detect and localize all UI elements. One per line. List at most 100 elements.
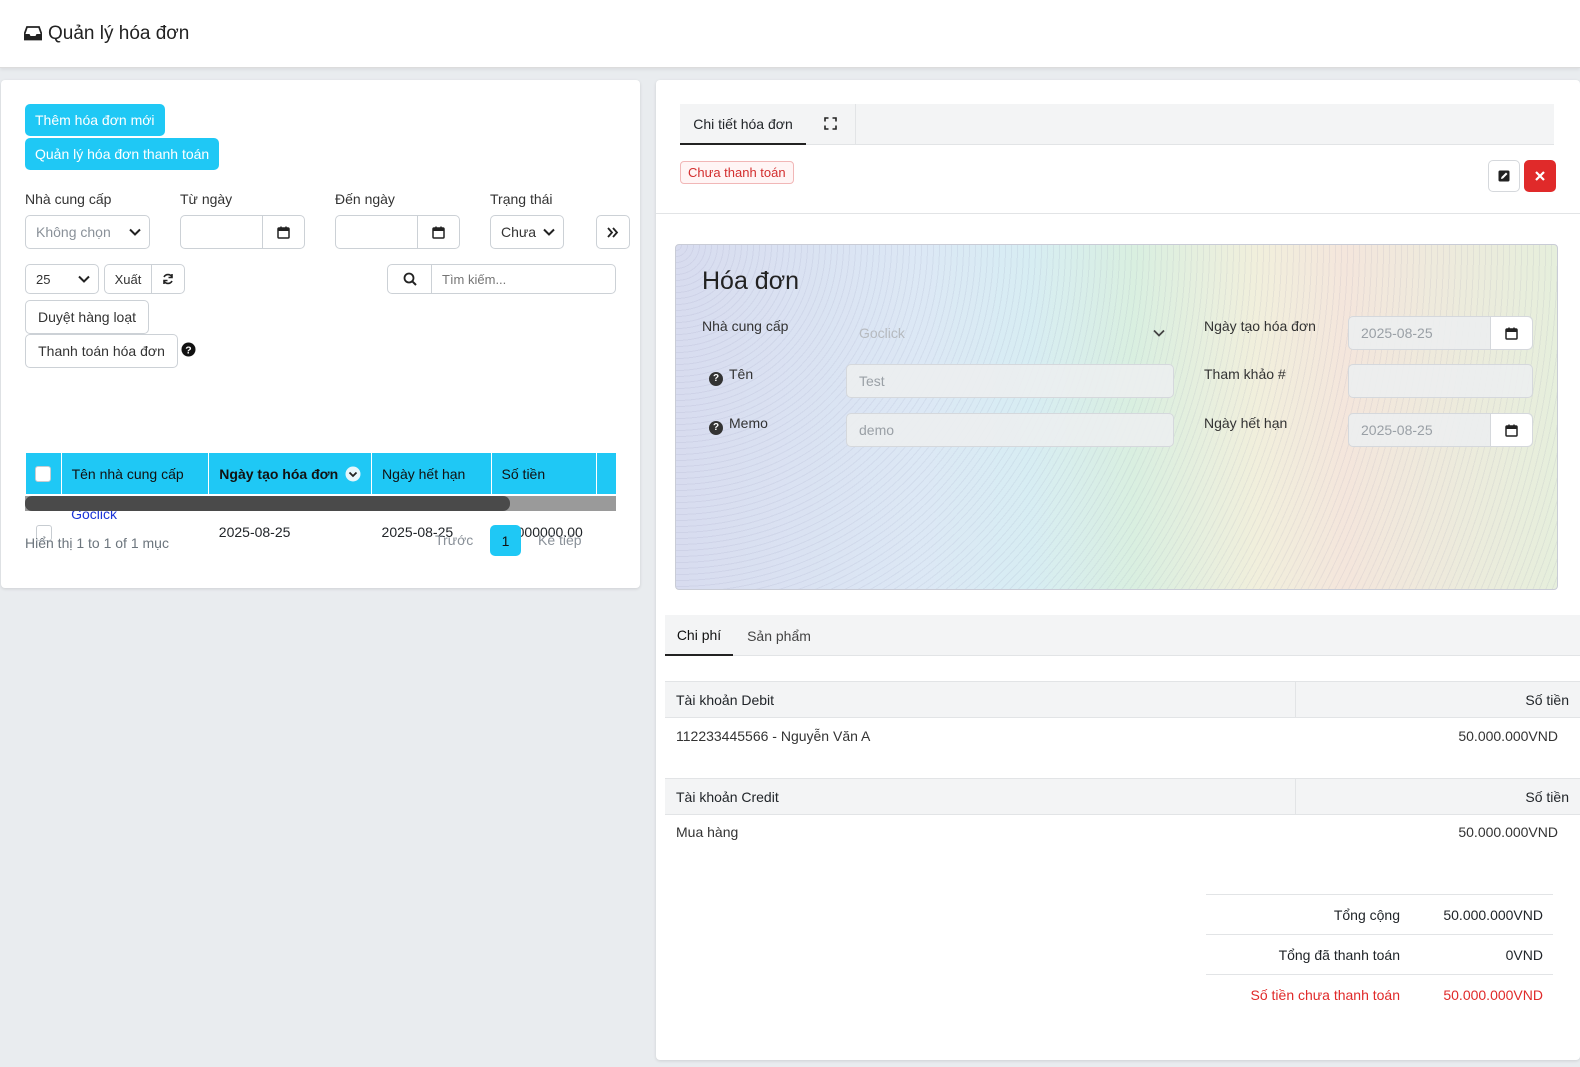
fullscreen-icon[interactable] xyxy=(824,117,837,130)
total-label: Tổng cộng xyxy=(1333,907,1400,923)
name-label-text: Tên xyxy=(729,366,754,382)
debit-account-header: Tài khoản Debit xyxy=(665,682,1296,717)
credit-amount: 50.000.000VND xyxy=(1458,824,1558,840)
name-field[interactable]: Test xyxy=(846,364,1174,398)
column-header-amount[interactable]: Số tiền xyxy=(491,453,597,494)
select-all-checkbox[interactable] xyxy=(35,466,52,483)
column-header-supplier[interactable]: Tên nhà cung cấp xyxy=(61,453,210,494)
debit-amount-header: Số tiền xyxy=(1525,691,1569,708)
to-date-input[interactable] xyxy=(335,215,460,249)
credit-account-header: Tài khoản Credit xyxy=(665,779,1296,814)
table-row[interactable]: Goclick 2025-08-25 2025-08-25 50000000.0… xyxy=(26,494,617,570)
page-title: Quản lý hóa đơn xyxy=(48,22,190,44)
tab-invoice-detail[interactable]: Chi tiết hóa đơn xyxy=(680,104,806,145)
total-value: 50.000.000VND xyxy=(1443,907,1543,923)
pagination-page-1[interactable]: 1 xyxy=(490,525,521,556)
help-icon[interactable]: ? xyxy=(181,342,196,357)
calendar-icon[interactable] xyxy=(1490,317,1532,349)
column-header-created-label: Ngày tạo hóa đơn xyxy=(219,465,339,482)
supplier-select[interactable]: Goclick xyxy=(846,316,1174,350)
sort-desc-icon xyxy=(345,466,361,481)
calendar-icon[interactable] xyxy=(1490,414,1532,446)
status-filter-select[interactable]: Chưa xyxy=(490,215,564,249)
refresh-button[interactable] xyxy=(151,264,185,294)
manage-payments-button[interactable]: Quản lý hóa đơn thanh toán xyxy=(25,138,220,170)
delete-button[interactable] xyxy=(1524,160,1556,192)
select-all-cell xyxy=(26,453,62,494)
memo-label: ? Memo xyxy=(709,415,768,435)
created-date-field[interactable]: 2025-08-25 xyxy=(1348,316,1533,350)
invoice-title: Hóa đơn xyxy=(702,267,800,295)
scrollbar-thumb[interactable] xyxy=(25,496,510,511)
reference-field[interactable] xyxy=(1348,364,1533,398)
inbox-icon xyxy=(24,26,42,41)
search-input[interactable] xyxy=(431,264,616,294)
unpaid-value: 50.000.000VND xyxy=(1443,987,1543,1003)
refresh-icon xyxy=(163,273,173,285)
search-button[interactable] xyxy=(387,264,432,294)
pagination-next[interactable]: Kế tiếp xyxy=(538,532,582,548)
row-amount-cell: 50000000.00 xyxy=(501,524,583,540)
due-date-field[interactable]: 2025-08-25 xyxy=(1348,413,1533,447)
supplier-filter-value: Không chọn xyxy=(36,224,111,240)
supplier-select-value: Goclick xyxy=(859,325,905,341)
memo-label-text: Memo xyxy=(729,415,768,431)
credit-header: Tài khoản Credit Số tiền xyxy=(665,778,1580,815)
supplier-filter-label: Nhà cung cấp xyxy=(25,191,112,207)
column-header-due[interactable]: Ngày hết hạn xyxy=(371,453,492,494)
from-date-label: Từ ngày xyxy=(180,191,233,207)
detail-tab-bar: Chi tiết hóa đơn xyxy=(680,104,1554,145)
help-icon: ? xyxy=(709,421,723,435)
credit-account: Mua hàng xyxy=(676,824,739,840)
add-invoice-button[interactable]: Thêm hóa đơn mới xyxy=(25,104,165,136)
pay-invoices-button[interactable]: Thanh toán hóa đơn xyxy=(25,334,178,368)
unpaid-row: Số tiền chưa thanh toán 50.000.000VND xyxy=(1206,974,1553,1014)
pagination-prev[interactable]: Trước xyxy=(435,532,474,548)
section-divider xyxy=(656,213,1580,214)
status-filter-label: Trạng thái xyxy=(490,191,553,207)
edit-icon xyxy=(1498,170,1510,182)
line-items-tab-bar: Chi phí Sản phẩm xyxy=(665,615,1580,656)
calendar-icon[interactable] xyxy=(262,216,304,248)
page-size-select[interactable]: 25 xyxy=(25,264,99,294)
table-header-row: Tên nhà cung cấp Ngày tạo hóa đơn Ngày h… xyxy=(26,453,618,494)
due-date-label: Ngày hết hạn xyxy=(1204,415,1288,431)
tab-divider xyxy=(855,104,856,145)
created-date-value: 2025-08-25 xyxy=(1361,325,1433,341)
page-size-value: 25 xyxy=(36,271,51,287)
memo-textarea[interactable]: demo xyxy=(846,413,1174,447)
supplier-label: Nhà cung cấp xyxy=(702,318,789,334)
double-chevron-right-icon xyxy=(607,226,619,238)
bulk-approve-button[interactable]: Duyệt hàng loạt xyxy=(25,300,149,334)
edit-button[interactable] xyxy=(1488,160,1520,192)
debit-header: Tài khoản Debit Số tiền xyxy=(665,681,1580,718)
chevron-down-icon xyxy=(543,228,555,236)
chevron-down-icon xyxy=(129,228,141,236)
paid-value: 0VND xyxy=(1505,947,1543,963)
export-button[interactable]: Xuất xyxy=(104,264,152,294)
horizontal-scrollbar[interactable] xyxy=(25,496,616,511)
close-icon xyxy=(1535,171,1545,181)
more-filters-button[interactable] xyxy=(596,215,630,249)
to-date-field[interactable] xyxy=(336,216,417,248)
from-date-input[interactable] xyxy=(180,215,305,249)
invoice-list-panel: Thêm hóa đơn mới Quản lý hóa đơn thanh t… xyxy=(1,80,640,588)
row-select-cell xyxy=(26,494,61,570)
tab-product[interactable]: Sản phẩm xyxy=(747,627,811,644)
invoice-table: Tên nhà cung cấp Ngày tạo hóa đơn Ngày h… xyxy=(26,453,618,570)
debit-amount: 50.000.000VND xyxy=(1458,728,1558,744)
row-due-cell: 2025-08-25 xyxy=(381,524,454,540)
column-header-extra xyxy=(596,453,618,494)
tab-cost[interactable]: Chi phí xyxy=(665,615,733,656)
chevron-down-icon xyxy=(78,275,90,283)
column-header-created[interactable]: Ngày tạo hóa đơn xyxy=(208,453,373,494)
total-row: Tổng cộng 50.000.000VND xyxy=(1206,894,1553,934)
invoice-card: Hóa đơn Nhà cung cấp Goclick ? Tên Test ?… xyxy=(675,244,1558,590)
name-label: ? Tên xyxy=(709,366,753,386)
from-date-field[interactable] xyxy=(181,216,262,248)
calendar-icon[interactable] xyxy=(417,216,459,248)
debit-account: 112233445566 - Nguyễn Văn A xyxy=(676,728,871,744)
row-checkbox[interactable] xyxy=(35,524,52,541)
svg-text:?: ? xyxy=(185,344,191,356)
supplier-filter-select[interactable]: Không chọn xyxy=(25,215,150,249)
